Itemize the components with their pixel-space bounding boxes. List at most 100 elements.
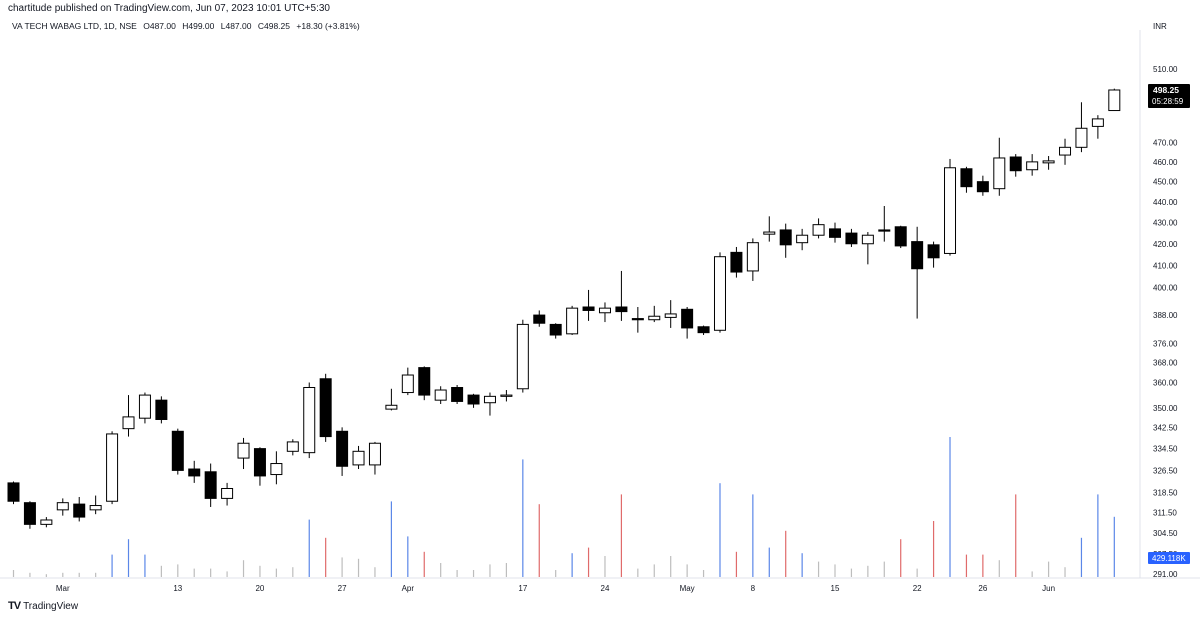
candle-body[interactable] <box>73 503 86 518</box>
candle-body[interactable] <box>56 502 69 511</box>
volume-bar <box>916 568 918 577</box>
candle-body[interactable] <box>237 442 250 459</box>
candle-body[interactable] <box>697 326 710 334</box>
candle-body[interactable] <box>549 323 562 336</box>
candle-body[interactable] <box>1042 160 1055 164</box>
volume-bar <box>440 563 442 577</box>
volume-bar <box>111 554 113 577</box>
volume-bar <box>193 568 195 577</box>
volume-bar <box>308 519 310 577</box>
candle-body[interactable] <box>1009 156 1022 172</box>
volume-bar <box>555 570 557 577</box>
candle-body[interactable] <box>40 519 53 525</box>
y-tick-label: 318.50 <box>1153 489 1178 498</box>
volume-bar <box>1080 537 1083 577</box>
volume-bar <box>1097 494 1099 577</box>
close-value: C498.25 <box>257 21 290 31</box>
candle-body[interactable] <box>138 394 151 419</box>
candle-body[interactable] <box>451 387 464 402</box>
candle-body[interactable] <box>911 241 924 270</box>
candle-body[interactable] <box>1026 161 1039 171</box>
open-value: O487.00 <box>143 21 176 31</box>
candle-body[interactable] <box>878 229 891 232</box>
candle-body[interactable] <box>418 367 431 396</box>
candle-body[interactable] <box>993 157 1006 190</box>
candle-body[interactable] <box>7 482 20 502</box>
candle-body[interactable] <box>648 315 661 321</box>
candle-body[interactable] <box>253 448 266 477</box>
candle-body[interactable] <box>779 229 792 246</box>
candle-body[interactable] <box>221 487 234 499</box>
volume-bar <box>325 537 327 577</box>
candle-body[interactable] <box>106 433 119 502</box>
volume-bar <box>801 553 803 577</box>
candle-body[interactable] <box>681 308 694 329</box>
volume-bar <box>998 560 1000 577</box>
volume-bar <box>29 572 31 577</box>
candle-body[interactable] <box>467 394 480 405</box>
candle-body[interactable] <box>746 242 759 272</box>
y-tick-label: 420.00 <box>1153 240 1178 249</box>
candle-body[interactable] <box>812 224 825 236</box>
volume-bar <box>604 556 606 577</box>
candle-body[interactable] <box>1108 89 1121 112</box>
candle-body[interactable] <box>385 404 398 410</box>
y-tick-label: 342.50 <box>1153 423 1178 432</box>
candle-body[interactable] <box>1091 118 1104 127</box>
volume-bar <box>1031 571 1033 577</box>
candle-body[interactable] <box>763 231 776 235</box>
candle-body[interactable] <box>960 168 973 188</box>
volume-bar <box>702 570 705 577</box>
candle-body[interactable] <box>861 234 874 245</box>
candle-body[interactable] <box>927 244 940 259</box>
y-tick-label: 430.00 <box>1153 219 1178 228</box>
candle-body[interactable] <box>286 441 299 452</box>
candle-body[interactable] <box>303 387 316 454</box>
candle-body[interactable] <box>319 378 332 438</box>
change-value: +18.30 (+3.81%) <box>296 21 360 31</box>
candle-body[interactable] <box>1059 146 1072 156</box>
candle-body[interactable] <box>631 318 644 321</box>
volume-bar <box>160 565 162 577</box>
volume-badge <box>1148 552 1190 564</box>
volume-bar <box>1047 561 1050 577</box>
candle-body[interactable] <box>566 307 579 335</box>
candle-body[interactable] <box>598 307 611 314</box>
candle-body[interactable] <box>516 323 529 390</box>
candle-body[interactable] <box>976 181 989 193</box>
candle-body[interactable] <box>796 234 809 244</box>
candle-body[interactable] <box>713 256 726 331</box>
candle-body[interactable] <box>434 389 447 401</box>
candle-body[interactable] <box>336 430 349 467</box>
candle-body[interactable] <box>368 442 381 466</box>
volume-bar <box>686 564 688 577</box>
candle-body[interactable] <box>155 399 168 420</box>
volume-bar <box>275 568 277 577</box>
candle-body[interactable] <box>845 232 858 245</box>
candle-body[interactable] <box>352 450 365 466</box>
candle-body[interactable] <box>171 430 184 471</box>
candle-body[interactable] <box>122 416 135 430</box>
candle-body[interactable] <box>500 394 513 397</box>
volume-bar <box>982 554 984 577</box>
candle-body[interactable] <box>401 374 414 394</box>
symbol-name[interactable]: VA TECH WABAG LTD, 1D, NSE <box>12 21 137 31</box>
candle-body[interactable] <box>89 505 102 511</box>
candle-body[interactable] <box>730 251 743 273</box>
candle-body[interactable] <box>1075 127 1088 148</box>
candle-body[interactable] <box>829 228 841 238</box>
candle-body[interactable] <box>615 306 628 313</box>
volume-bar <box>45 574 47 577</box>
candle-body[interactable] <box>582 306 595 311</box>
y-tick-label: 460.00 <box>1153 158 1178 167</box>
candle-body[interactable] <box>188 468 201 477</box>
candle-body[interactable] <box>894 226 907 247</box>
candle-body[interactable] <box>944 167 957 254</box>
candle-body[interactable] <box>23 502 36 525</box>
candle-body[interactable] <box>533 314 546 324</box>
candle-body[interactable] <box>483 395 496 404</box>
candle-body[interactable] <box>204 471 217 499</box>
candle-body[interactable] <box>270 463 283 476</box>
candle-body[interactable] <box>664 313 677 318</box>
